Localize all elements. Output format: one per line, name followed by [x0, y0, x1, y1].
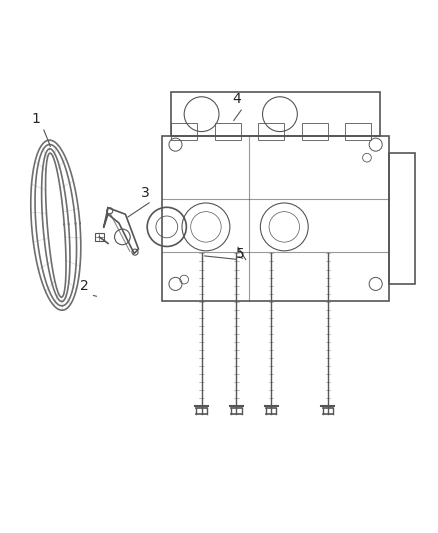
Text: 4: 4 — [232, 92, 241, 106]
Text: 3: 3 — [141, 186, 149, 200]
Text: 2: 2 — [80, 279, 88, 294]
Text: 1: 1 — [32, 112, 41, 126]
Text: 5: 5 — [237, 247, 245, 261]
